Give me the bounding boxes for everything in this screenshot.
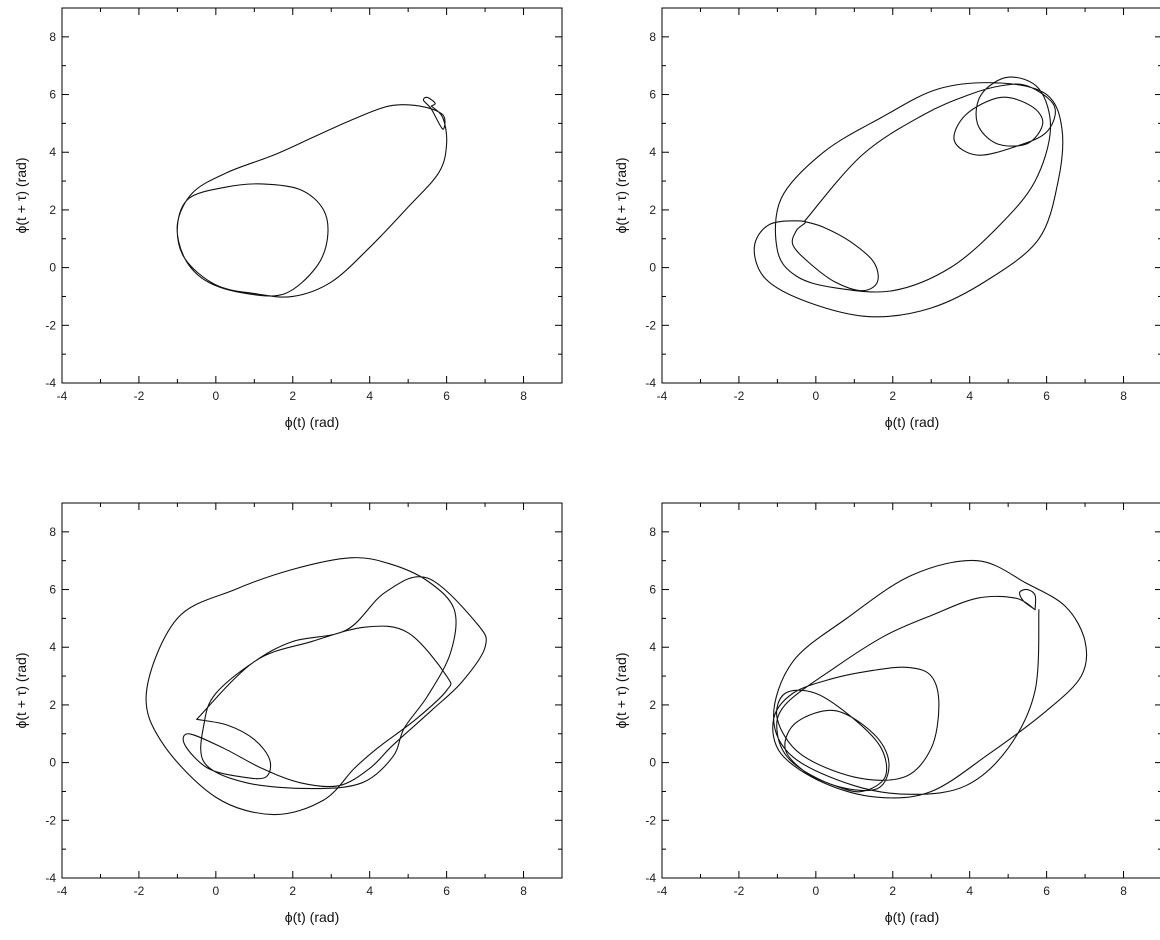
y-tick-label: 0 bbox=[49, 756, 56, 770]
y-tick-label: 0 bbox=[649, 261, 656, 275]
y-tick-label: -4 bbox=[645, 871, 656, 885]
y-tick-label: -2 bbox=[45, 318, 56, 332]
x-tick-label: -4 bbox=[57, 389, 68, 403]
x-tick-label: -2 bbox=[134, 389, 145, 403]
plot-area: -4 -2 0 2 4 6 8 -4 -2 0 2 4 6 8 ϕ(t) (rad) ϕ(t + τ) (ra… bbox=[613, 502, 1160, 925]
x-tick-label: 2 bbox=[289, 389, 296, 403]
y-tick-label: 6 bbox=[49, 583, 56, 597]
x-tick-label: 4 bbox=[366, 389, 373, 403]
x-tick-label: 6 bbox=[443, 884, 450, 898]
x-tick-label: 2 bbox=[889, 389, 896, 403]
y-axis-title: ϕ(t + τ) (rad) bbox=[13, 653, 29, 729]
chart-panel-bottom-right: -4 -2 0 2 4 6 8 -4 -2 0 2 4 6 8 ϕ(t) (rad) ϕ(t + τ) (ra… bbox=[600, 495, 1160, 940]
y-tick-label: 6 bbox=[649, 88, 656, 102]
x-axis-title: ϕ(t) (rad) bbox=[885, 414, 940, 430]
x-tick-label: -4 bbox=[57, 884, 68, 898]
y-tick-label: 8 bbox=[49, 30, 56, 44]
x-tick-label: 0 bbox=[213, 389, 220, 403]
x-tick-label: 6 bbox=[1043, 389, 1050, 403]
y-tick-label: 4 bbox=[649, 145, 656, 159]
y-tick-label: 8 bbox=[649, 30, 656, 44]
phase-portrait-plot: -4 -2 0 2 4 6 8 -4 -2 0 2 4 6 8 ϕ(t) (rad) ϕ(t + τ) (ra… bbox=[613, 502, 1160, 925]
y-tick-label: 4 bbox=[49, 145, 56, 159]
y-axis-title: ϕ(t + τ) (rad) bbox=[613, 158, 629, 234]
y-tick-label: -4 bbox=[45, 376, 56, 390]
y-tick-label: 0 bbox=[49, 261, 56, 275]
y-axis-title: ϕ(t + τ) (rad) bbox=[613, 653, 629, 729]
trajectory-line bbox=[772, 559, 1088, 799]
y-tick-label: -4 bbox=[645, 376, 656, 390]
y-tick-label: 2 bbox=[49, 698, 56, 712]
y-tick-label: -2 bbox=[645, 813, 656, 827]
y-tick-label: 6 bbox=[649, 583, 656, 597]
x-tick-label: 0 bbox=[813, 884, 820, 898]
x-tick-label: 8 bbox=[1120, 884, 1127, 898]
trajectory-line bbox=[753, 76, 1064, 318]
trajectory-line bbox=[176, 96, 448, 298]
y-axis-title: ϕ(t + τ) (rad) bbox=[13, 158, 29, 234]
x-tick-label: -4 bbox=[657, 884, 668, 898]
x-tick-label: 6 bbox=[443, 389, 450, 403]
y-tick-label: -4 bbox=[45, 871, 56, 885]
phase-portrait-plot: -4 -2 0 2 4 6 8 -4 -2 0 2 4 6 8 ϕ(t) (rad) ϕ(t + τ) (ra… bbox=[13, 7, 563, 430]
trajectory-line bbox=[145, 557, 487, 816]
phase-portrait-plot: -4 -2 0 2 4 6 8 -4 -2 0 2 4 6 8 ϕ(t) (rad) ϕ(t + τ) (ra… bbox=[613, 7, 1160, 430]
x-tick-label: 2 bbox=[889, 884, 896, 898]
y-tick-label: -2 bbox=[645, 318, 656, 332]
plot-area: -4 -2 0 2 4 6 8 -4 -2 0 2 4 6 8 ϕ(t) (rad) ϕ(t + τ) (ra… bbox=[13, 7, 563, 430]
y-tick-label: 2 bbox=[49, 203, 56, 217]
phase-portrait-plot: -4 -2 0 2 4 6 8 -4 -2 0 2 4 6 8 ϕ(t) (rad) ϕ(t + τ) (ra… bbox=[13, 502, 563, 925]
y-tick-label: 4 bbox=[649, 640, 656, 654]
x-tick-label: 2 bbox=[289, 884, 296, 898]
x-tick-label: -2 bbox=[734, 884, 745, 898]
y-tick-label: 4 bbox=[49, 640, 56, 654]
chart-panel-bottom-left: -4 -2 0 2 4 6 8 -4 -2 0 2 4 6 8 ϕ(t) (rad) ϕ(t + τ) (ra… bbox=[0, 495, 580, 940]
y-tick-label: 8 bbox=[649, 525, 656, 539]
y-tick-label: -2 bbox=[45, 813, 56, 827]
x-tick-label: -2 bbox=[134, 884, 145, 898]
y-tick-label: 2 bbox=[649, 698, 656, 712]
plot-frame bbox=[661, 502, 1160, 879]
x-axis-title: ϕ(t) (rad) bbox=[285, 414, 340, 430]
y-tick-label: 8 bbox=[49, 525, 56, 539]
x-tick-label: 4 bbox=[966, 884, 973, 898]
x-tick-label: 4 bbox=[366, 884, 373, 898]
x-axis-title: ϕ(t) (rad) bbox=[885, 909, 940, 925]
x-tick-label: 8 bbox=[520, 389, 527, 403]
x-tick-label: 0 bbox=[213, 884, 220, 898]
plot-area: -4 -2 0 2 4 6 8 -4 -2 0 2 4 6 8 ϕ(t) (rad) ϕ(t + τ) (ra… bbox=[13, 502, 563, 925]
x-tick-label: 8 bbox=[520, 884, 527, 898]
x-tick-label: 4 bbox=[966, 389, 973, 403]
chart-panel-top-left: -4 -2 0 2 4 6 8 -4 -2 0 2 4 6 8 ϕ(t) (rad) ϕ(t + τ) (ra… bbox=[0, 0, 580, 470]
x-tick-label: 6 bbox=[1043, 884, 1050, 898]
y-tick-label: 6 bbox=[49, 88, 56, 102]
plot-area: -4 -2 0 2 4 6 8 -4 -2 0 2 4 6 8 ϕ(t) (rad) ϕ(t + τ) (ra… bbox=[613, 7, 1160, 430]
plot-frame bbox=[61, 502, 563, 879]
x-axis-title: ϕ(t) (rad) bbox=[285, 909, 340, 925]
x-tick-label: 8 bbox=[1120, 389, 1127, 403]
plot-frame bbox=[61, 7, 563, 384]
x-tick-label: -4 bbox=[657, 389, 668, 403]
y-tick-label: 2 bbox=[649, 203, 656, 217]
y-tick-label: 0 bbox=[649, 756, 656, 770]
x-tick-label: 0 bbox=[813, 389, 820, 403]
chart-panel-top-right: -4 -2 0 2 4 6 8 -4 -2 0 2 4 6 8 ϕ(t) (rad) ϕ(t + τ) (ra… bbox=[600, 0, 1160, 470]
x-tick-label: -2 bbox=[734, 389, 745, 403]
plot-frame bbox=[661, 7, 1160, 384]
